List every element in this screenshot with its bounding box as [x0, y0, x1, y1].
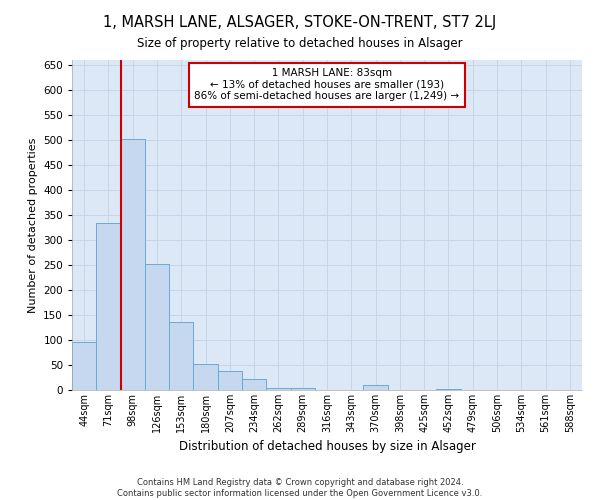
Text: 1, MARSH LANE, ALSAGER, STOKE-ON-TRENT, ST7 2LJ: 1, MARSH LANE, ALSAGER, STOKE-ON-TRENT, …: [103, 15, 497, 30]
Bar: [145, 264, 169, 390]
Bar: [121, 138, 145, 390]
Bar: [290, 388, 315, 390]
Bar: [169, 322, 193, 390]
Bar: [242, 379, 266, 390]
Bar: [436, 389, 461, 390]
Bar: [193, 364, 218, 390]
Bar: [266, 388, 290, 390]
Text: Size of property relative to detached houses in Alsager: Size of property relative to detached ho…: [137, 38, 463, 51]
Y-axis label: Number of detached properties: Number of detached properties: [28, 138, 38, 312]
Bar: [218, 371, 242, 390]
Bar: [72, 342, 96, 390]
X-axis label: Distribution of detached houses by size in Alsager: Distribution of detached houses by size …: [179, 440, 475, 454]
Bar: [364, 385, 388, 390]
Text: Contains HM Land Registry data © Crown copyright and database right 2024.
Contai: Contains HM Land Registry data © Crown c…: [118, 478, 482, 498]
Bar: [96, 222, 121, 390]
Text: 1 MARSH LANE: 83sqm
← 13% of detached houses are smaller (193)
86% of semi-detac: 1 MARSH LANE: 83sqm ← 13% of detached ho…: [194, 68, 460, 102]
